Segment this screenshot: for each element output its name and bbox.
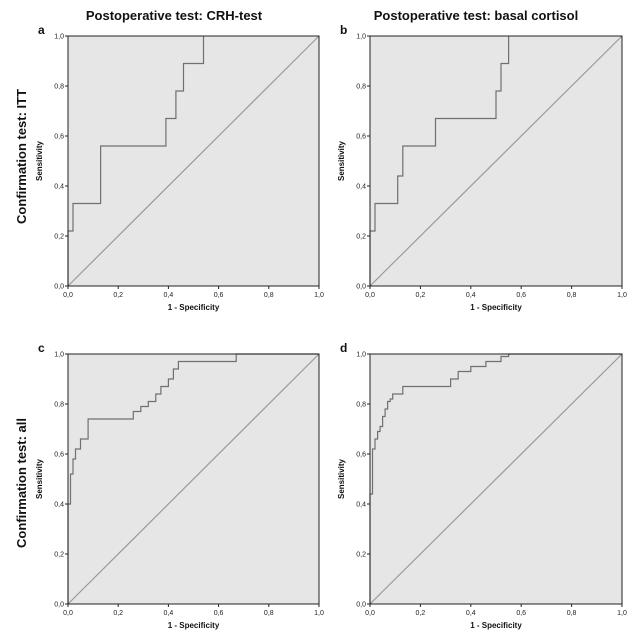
reference-diagonal-line	[369, 353, 623, 605]
y-tick-label: 1,0	[356, 34, 366, 41]
x-tick-label: 1,0	[617, 292, 627, 299]
y-tick-label: 0,0	[54, 602, 64, 609]
x-axis-label: 1 - Specificity	[168, 621, 220, 630]
x-tick-label: 1,0	[617, 610, 627, 617]
y-tick-label: 0,4	[54, 502, 64, 509]
x-tick-label: 0,6	[516, 292, 526, 299]
x-tick-label: 0,0	[63, 292, 73, 299]
panel-letter-label: c	[38, 341, 45, 355]
y-tick-label: 0,8	[356, 402, 366, 409]
y-tick-label: 0,6	[54, 452, 64, 459]
y-tick-label: 0,2	[356, 234, 366, 241]
y-tick-label: 0,0	[54, 284, 64, 291]
x-tick-label: 1,0	[314, 610, 324, 617]
y-tick-label: 0,6	[356, 452, 366, 459]
y-tick-label: 0,8	[54, 402, 64, 409]
y-tick-label: 1,0	[356, 352, 366, 359]
roc-panel-c: 0,0 0,2 0,4 0,6 0,8 1,0 0,0 0,2 0,4 0,6 0,8 1,0 1 - …	[35, 341, 324, 630]
y-tick-label: 0,6	[356, 134, 366, 141]
y-tick-label: 0,4	[356, 502, 366, 509]
x-tick-label: 0,8	[567, 610, 577, 617]
x-tick-label: 0,2	[113, 610, 123, 617]
column-title-basal-cortisol: Postoperative test: basal cortisol	[373, 8, 579, 23]
x-tick-label: 0,8	[567, 292, 577, 299]
panel-letter-label: a	[38, 23, 45, 37]
x-tick-label: 0,6	[214, 292, 224, 299]
x-tick-label: 0,2	[416, 610, 426, 617]
y-tick-label: 0,4	[54, 184, 64, 191]
panel-letter-label: d	[340, 341, 347, 355]
y-tick-label: 0,8	[356, 84, 366, 91]
y-tick-label: 1,0	[54, 34, 64, 41]
y-axis-label: Sensitivity	[337, 458, 346, 499]
panel-letter-label: b	[340, 23, 347, 37]
x-tick-label: 0,2	[416, 292, 426, 299]
roc-curve-line	[67, 353, 319, 604]
plot-frame	[369, 35, 623, 287]
y-tick-label: 0,2	[54, 234, 64, 241]
y-axis-label: Sensitivity	[337, 140, 346, 181]
plot-frame	[67, 35, 320, 287]
column-title-crh: Postoperative test: CRH-test	[85, 8, 263, 23]
y-tick-label: 0,4	[356, 184, 366, 191]
roc-panel-b: 0,0 0,2 0,4 0,6 0,8 1,0 0,0 0,2 0,4 0,6 0,8 1,0 1 - …	[337, 23, 627, 312]
y-tick-label: 0,2	[54, 552, 64, 559]
y-axis-label: Sensitivity	[35, 458, 44, 499]
y-tick-label: 0,2	[356, 552, 366, 559]
y-tick-label: 0,6	[54, 134, 64, 141]
roc-panel-d: 0,0 0,2 0,4 0,6 0,8 1,0 0,0 0,2 0,4 0,6 0,8 1,0 1 - …	[337, 341, 627, 630]
x-tick-label: 0,2	[113, 292, 123, 299]
x-tick-label: 0,4	[164, 292, 174, 299]
y-axis-label: Sensitivity	[35, 140, 44, 181]
y-tick-label: 0,8	[54, 84, 64, 91]
x-tick-label: 0,6	[214, 610, 224, 617]
x-axis-label: 1 - Specificity	[168, 303, 220, 312]
x-axis-label: 1 - Specificity	[470, 621, 522, 630]
roc-panel-a: 0,0 0,2 0,4 0,6 0,8 1,0 0,0 0,2 0,4 0,6 0,8 1,0 1 - …	[35, 23, 324, 312]
x-tick-label: 0,0	[63, 610, 73, 617]
x-tick-label: 0,6	[516, 610, 526, 617]
x-tick-label: 0,0	[365, 292, 375, 299]
roc-curve-line	[369, 353, 622, 604]
reference-diagonal-line	[369, 35, 623, 287]
x-axis-label: 1 - Specificity	[470, 303, 522, 312]
x-tick-label: 0,0	[365, 610, 375, 617]
reference-diagonal-line	[67, 353, 320, 605]
y-tick-label: 1,0	[54, 352, 64, 359]
y-tick-label: 0,0	[356, 284, 366, 291]
x-tick-label: 1,0	[314, 292, 324, 299]
roc-curve-line	[67, 36, 205, 286]
plot-frame	[67, 353, 320, 605]
x-tick-label: 0,8	[264, 292, 274, 299]
x-tick-label: 0,4	[164, 610, 174, 617]
x-tick-label: 0,4	[466, 610, 476, 617]
y-tick-label: 0,0	[356, 602, 366, 609]
roc-curve-line	[369, 36, 510, 286]
x-tick-label: 0,8	[264, 610, 274, 617]
x-tick-label: 0,4	[466, 292, 476, 299]
reference-diagonal-line	[67, 35, 320, 287]
plot-frame	[369, 353, 623, 605]
